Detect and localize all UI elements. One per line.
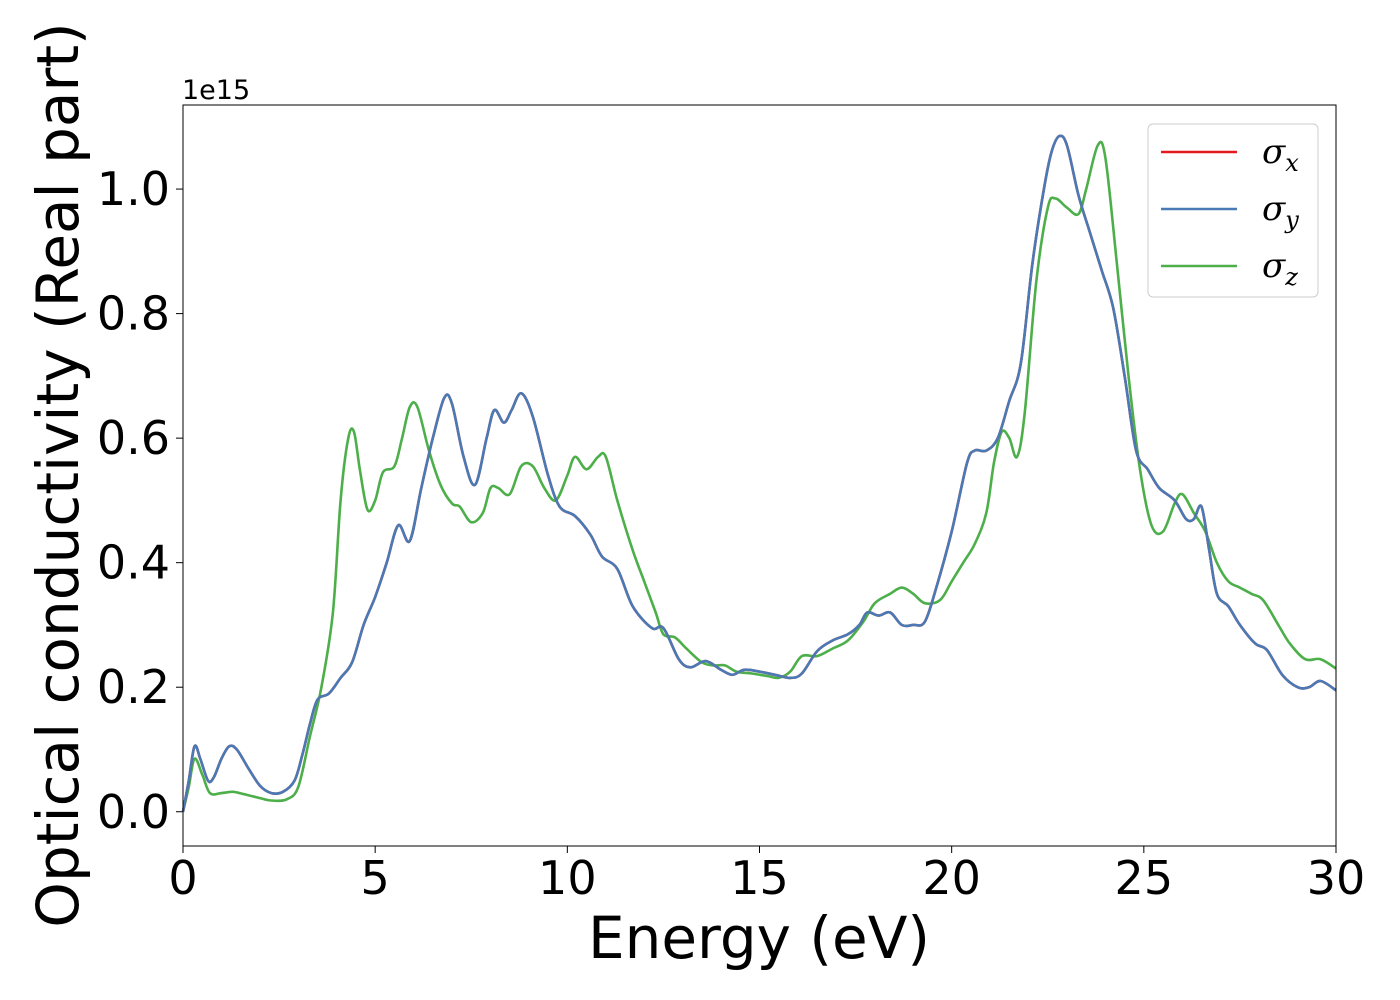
x-axis-title: Energy (eV) bbox=[588, 904, 930, 972]
x-tick-label: 10 bbox=[538, 851, 597, 905]
legend: σx σy σz bbox=[1147, 123, 1319, 298]
y-tick-label: 1.0 bbox=[97, 162, 170, 216]
x-tick-label: 25 bbox=[1115, 851, 1174, 905]
legend-frame bbox=[1147, 123, 1319, 298]
y-axis-ticks: 0.0 0.2 0.4 0.6 0.8 1.0 bbox=[97, 162, 183, 839]
y-tick-label: 0.6 bbox=[97, 411, 170, 465]
y-tick-label: 0.4 bbox=[97, 536, 170, 590]
legend-label-x: σx bbox=[1262, 132, 1299, 177]
y-offset-text: 1e15 bbox=[182, 75, 250, 106]
x-tick-label: 5 bbox=[361, 851, 390, 905]
x-tick-label: 20 bbox=[922, 851, 981, 905]
series-line-y bbox=[181, 134, 1337, 813]
y-tick-label: 0.0 bbox=[97, 785, 170, 839]
y-tick-label: 0.2 bbox=[97, 660, 170, 714]
y-tick-label: 0.8 bbox=[97, 287, 170, 341]
x-tick-label: 30 bbox=[1307, 851, 1366, 905]
x-tick-label: 0 bbox=[168, 851, 197, 905]
x-axis-ticks: 0 5 10 15 20 25 30 bbox=[168, 846, 1365, 905]
series-line-z bbox=[181, 140, 1337, 813]
plot-frame bbox=[182, 104, 1337, 847]
series-lines bbox=[181, 134, 1337, 813]
legend-label-y: σy bbox=[1262, 189, 1299, 234]
y-axis-title: Optical conductivity (Real part) bbox=[24, 22, 92, 927]
x-tick-label: 15 bbox=[730, 851, 789, 905]
legend-label-z: σz bbox=[1262, 246, 1298, 291]
